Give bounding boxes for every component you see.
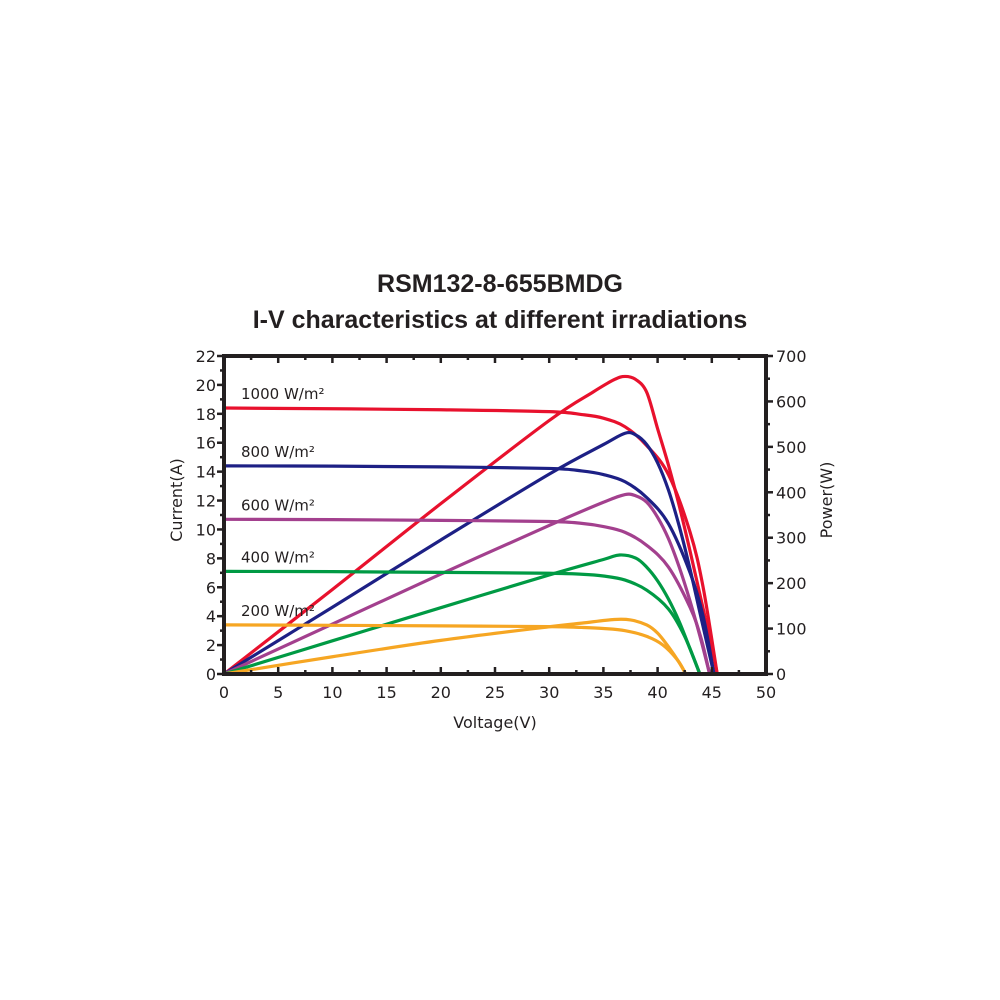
y-tick-label: 10 bbox=[196, 520, 216, 539]
y-tick-label: 4 bbox=[206, 607, 216, 626]
x-tick-label: 30 bbox=[539, 683, 559, 702]
y-tick-label: 2 bbox=[206, 636, 216, 655]
y-tick-label: 22 bbox=[196, 347, 216, 366]
y2-tick-label: 600 bbox=[776, 392, 807, 411]
chart-title: RSM132-8-655BMDG bbox=[377, 270, 623, 298]
series-label-3: 400 W/m² bbox=[241, 548, 315, 566]
y-tick-label: 18 bbox=[196, 405, 216, 424]
x-tick-label: 45 bbox=[702, 683, 722, 702]
y-tick-label: 6 bbox=[206, 578, 216, 597]
series-label-1: 800 W/m² bbox=[241, 443, 315, 461]
iv-curve-4 bbox=[223, 623, 688, 675]
y-tick-label: 14 bbox=[196, 463, 216, 482]
x-tick-label: 35 bbox=[593, 683, 613, 702]
power-curve-0 bbox=[223, 374, 719, 676]
x-tick-label: 5 bbox=[273, 683, 283, 702]
y-tick-label: 8 bbox=[206, 549, 216, 568]
power-curve-4 bbox=[223, 617, 688, 676]
x-tick-label: 0 bbox=[219, 683, 229, 702]
x-tick-label: 25 bbox=[485, 683, 505, 702]
series-label-2: 600 W/m² bbox=[241, 496, 315, 514]
y2-tick-label: 100 bbox=[776, 620, 807, 639]
series-label-4: 200 W/m² bbox=[241, 602, 315, 620]
y2-tick-label: 200 bbox=[776, 574, 807, 593]
x-tick-label: 40 bbox=[647, 683, 667, 702]
y2-tick-label: 300 bbox=[776, 529, 807, 548]
y-tick-label: 0 bbox=[206, 665, 216, 684]
power-curve-2 bbox=[223, 492, 712, 676]
y-tick-label: 12 bbox=[196, 492, 216, 511]
y2-axis-label: Power(W) bbox=[817, 462, 836, 539]
y2-tick-label: 400 bbox=[776, 483, 807, 502]
x-tick-label: 15 bbox=[376, 683, 396, 702]
x-tick-label: 20 bbox=[431, 683, 451, 702]
iv-curve-1 bbox=[223, 464, 716, 675]
x-tick-label: 10 bbox=[322, 683, 342, 702]
chart-subtitle: I-V characteristics at different irradia… bbox=[252, 306, 748, 334]
power-curve-1 bbox=[223, 430, 716, 676]
x-tick-label: 50 bbox=[756, 683, 776, 702]
series-label-0: 1000 W/m² bbox=[241, 385, 324, 403]
iv-curve-0 bbox=[223, 406, 719, 675]
y-tick-label: 20 bbox=[196, 376, 216, 395]
iv-curve-3 bbox=[223, 569, 702, 675]
x-axis-label: Voltage(V) bbox=[453, 713, 536, 732]
y2-tick-label: 0 bbox=[776, 665, 786, 684]
y2-tick-label: 700 bbox=[776, 347, 807, 366]
y2-tick-label: 500 bbox=[776, 438, 807, 457]
power-curve-3 bbox=[223, 553, 702, 676]
y-tick-label: 16 bbox=[196, 434, 216, 453]
iv-curve-2 bbox=[223, 517, 712, 675]
y-axis-label: Current(A) bbox=[167, 458, 186, 542]
